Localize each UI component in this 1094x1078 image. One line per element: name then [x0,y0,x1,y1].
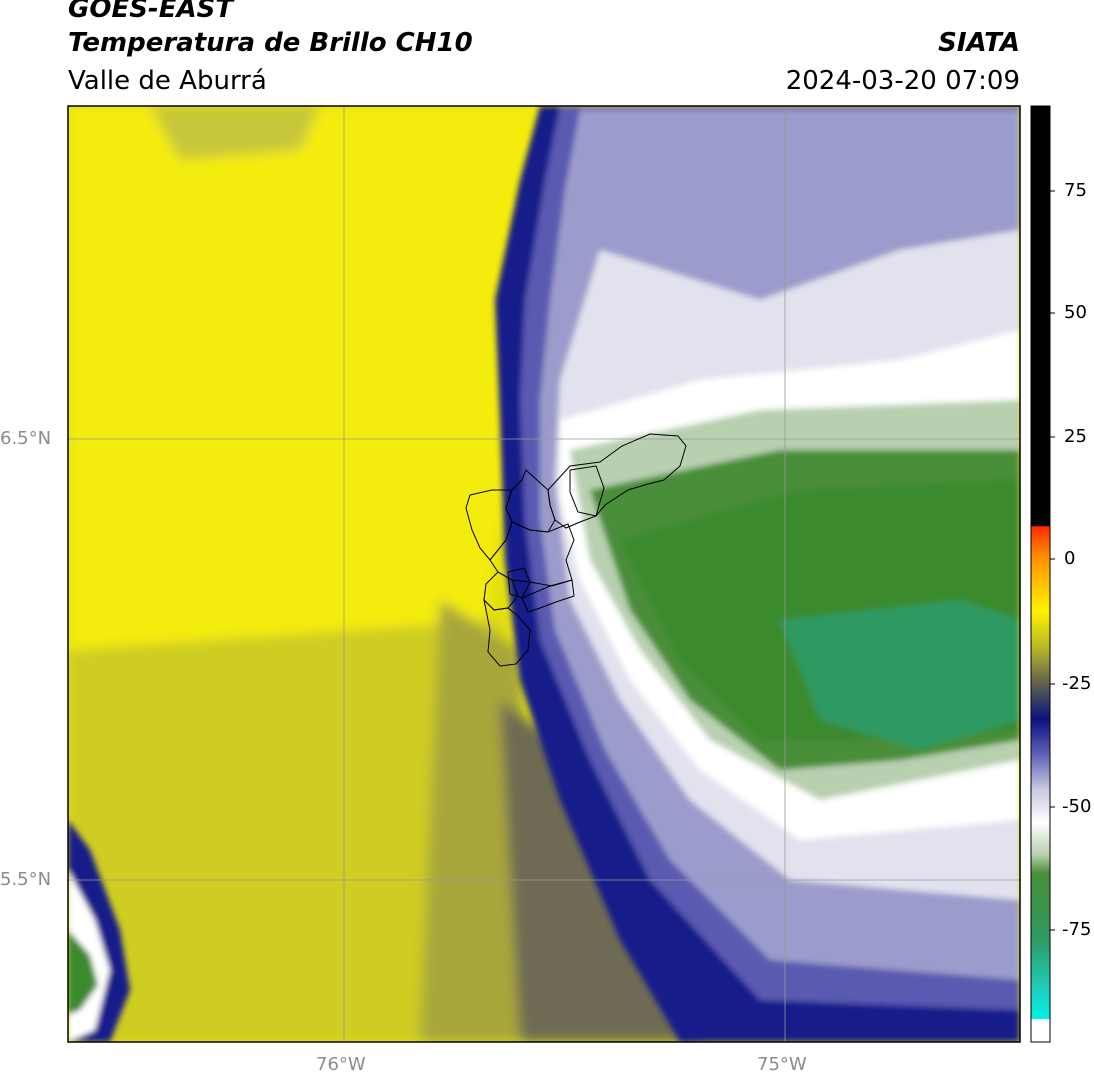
region-subtitle: Valle de Aburrá [68,66,267,96]
field-sea-green [780,600,1020,750]
colorbar-label-m75: -75 [1062,919,1092,940]
field-yellow-south [68,620,500,1042]
datetime-label: 2024-03-20 07:09 [785,66,1020,96]
colorbar-label-25: 25 [1064,426,1087,447]
lat-label-6-5n: 6.5°N [0,428,52,449]
colorbar-label-0: 0 [1064,548,1076,569]
satellite-title: GOES-EAST [68,0,234,24]
temperature-field [68,106,1020,1042]
colorbar-label-m25: -25 [1062,673,1092,694]
boundary-envigado [507,567,531,599]
municipal-boundaries [465,433,687,667]
colorbar-label-m50: -50 [1062,796,1092,817]
sw-green [68,930,98,1015]
boundary-girardota [569,465,605,517]
lat-label-5-5n: 5.5°N [0,869,52,890]
boundary-caldas [483,598,531,667]
field-yellow-bright [68,106,540,700]
agency-label: SIATA [938,28,1020,58]
lon-label-75w: 75°W [757,1054,807,1075]
map-frame [67,105,1021,1043]
colorbar-label-75: 75 [1064,180,1087,201]
colorbar-label-50: 50 [1064,302,1087,323]
lon-label-76w: 76°W [316,1054,366,1075]
colorbar-ticks [1050,190,1055,931]
field-olive-patch-north [150,106,320,160]
colorbar [1030,105,1051,1043]
boundary-sabaneta [521,579,575,613]
product-title: Temperatura de Brillo CH10 [68,28,473,58]
boundary-barbosa [547,433,687,529]
